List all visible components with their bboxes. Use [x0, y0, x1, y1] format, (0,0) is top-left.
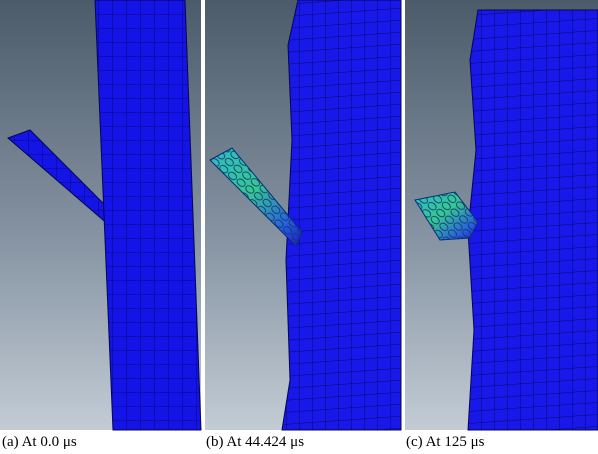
- panel-c: [405, 0, 598, 430]
- caption: (c) At 125 μs: [406, 434, 485, 450]
- panel-a: [0, 0, 201, 430]
- caption: (a) At 0.0 μs: [2, 434, 77, 450]
- panel-b: [205, 0, 401, 430]
- figure: (a) At 0.0 μs (b) At 44.424 μs (c) At 12…: [0, 0, 598, 454]
- caption: (b) At 44.424 μs: [206, 434, 304, 450]
